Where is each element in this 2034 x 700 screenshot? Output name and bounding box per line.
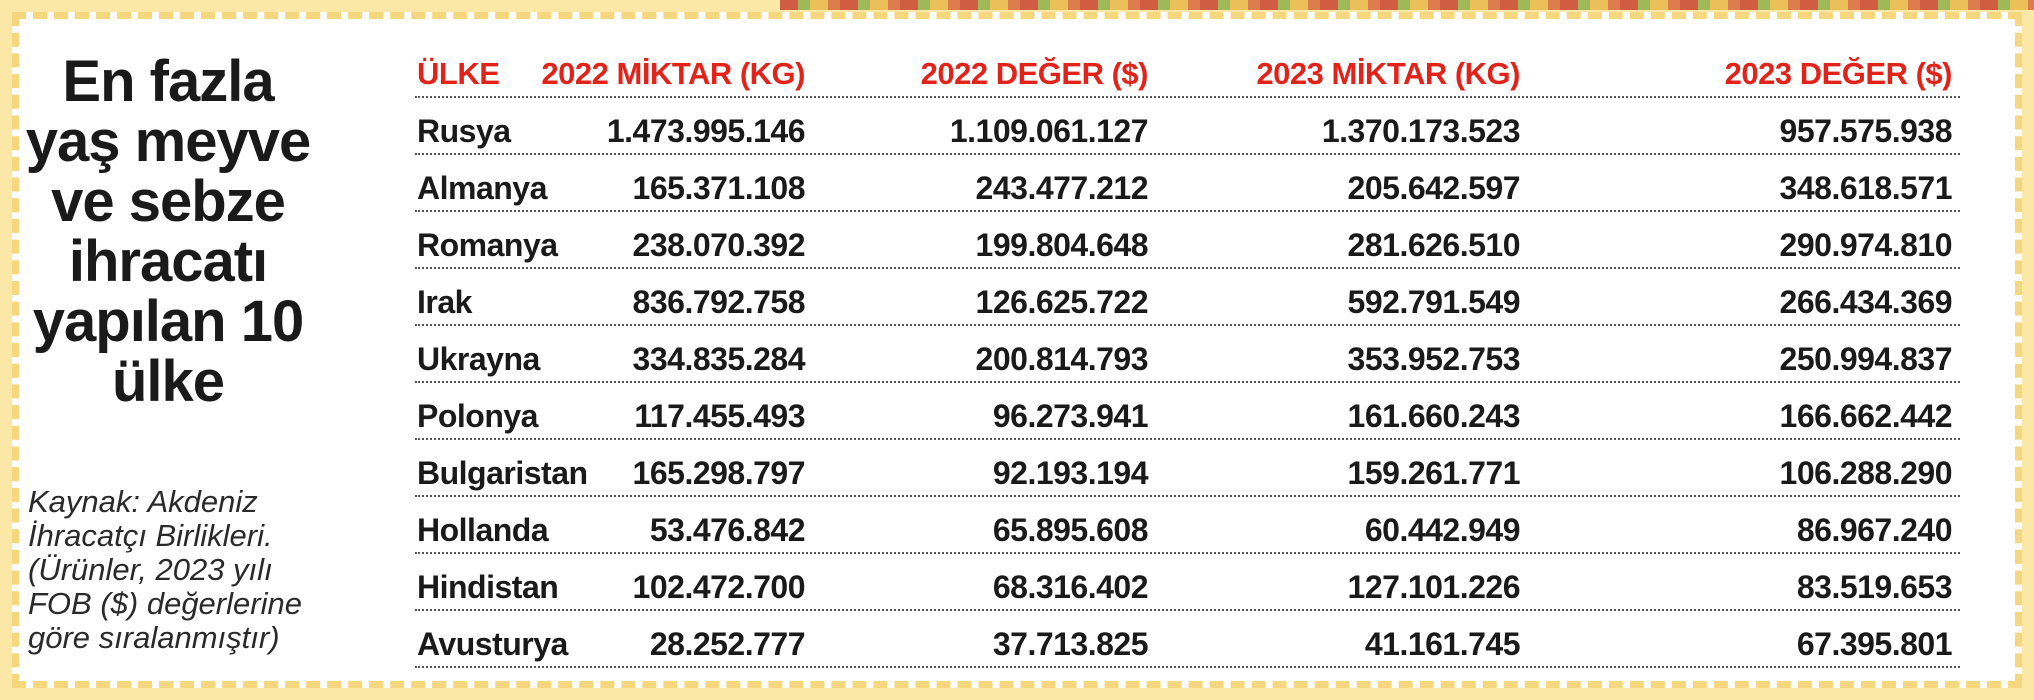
column-header-country: ÜLKE <box>417 56 500 91</box>
quantity-2022-cell: 53.476.842 <box>649 512 806 548</box>
quantity-2022-cell: 117.455.493 <box>634 398 805 434</box>
infographic-title: En fazla yaş meyve ve sebze ihracatı yap… <box>25 49 311 414</box>
value-2022-cell: 199.804.648 <box>975 227 1149 263</box>
quantity-2022-cell: 165.298.797 <box>632 455 806 491</box>
table-row: Ukrayna 334.835.284 200.814.793 353.952.753… <box>415 326 1960 383</box>
value-2023-cell: 67.395.801 <box>1796 626 1953 662</box>
country-cell: Rusya <box>417 113 511 149</box>
quantity-2023-cell: 161.660.243 <box>1347 398 1521 434</box>
column-header-2022-value: 2022 DEĞER ($) <box>920 56 1149 91</box>
table-row: Irak 836.792.758 126.625.722 592.791.549 266… <box>415 269 1960 326</box>
value-2022-cell: 92.193.194 <box>992 455 1149 491</box>
value-2022-cell: 96.273.941 <box>992 398 1149 434</box>
quantity-2022-cell: 165.371.108 <box>632 170 806 206</box>
value-2023-cell: 106.288.290 <box>1779 455 1953 491</box>
country-cell: Hollanda <box>417 512 549 548</box>
table-row: Hindistan 102.472.700 68.316.402 127.101.22… <box>415 554 1960 611</box>
quantity-2023-cell: 1.370.173.523 <box>1321 113 1521 149</box>
country-cell: Hindistan <box>417 569 559 605</box>
column-header-2023-quantity: 2023 MİKTAR (KG) <box>1256 56 1520 91</box>
quantity-2022-cell: 28.252.777 <box>649 626 806 662</box>
export-table: ÜLKE 2022 MİKTAR (KG) 2022 DEĞER ($) 202… <box>415 50 1960 668</box>
value-2023-cell: 266.434.369 <box>1779 284 1953 320</box>
value-2022-cell: 243.477.212 <box>975 170 1149 206</box>
infographic-panel <box>12 12 2022 688</box>
quantity-2022-cell: 102.472.700 <box>632 569 806 605</box>
country-cell: Romanya <box>417 227 558 263</box>
table-header-row: ÜLKE 2022 MİKTAR (KG) 2022 DEĞER ($) 202… <box>415 50 1960 98</box>
value-2022-cell: 200.814.793 <box>975 341 1149 377</box>
value-2022-cell: 126.625.722 <box>975 284 1149 320</box>
table-row: Rusya 1.473.995.146 1.109.061.127 1.370.173… <box>415 98 1960 155</box>
quantity-2023-cell: 205.642.597 <box>1347 170 1521 206</box>
value-2023-cell: 957.575.938 <box>1779 113 1953 149</box>
table-row: Avusturya 28.252.777 37.713.825 41.161.745 6… <box>415 611 1960 668</box>
quantity-2023-cell: 281.626.510 <box>1347 227 1521 263</box>
quantity-2022-cell: 836.792.758 <box>632 284 806 320</box>
quantity-2023-cell: 127.101.226 <box>1347 569 1521 605</box>
quantity-2023-cell: 159.261.771 <box>1347 455 1521 491</box>
quantity-2023-cell: 592.791.549 <box>1347 284 1521 320</box>
country-cell: Bulgaristan <box>417 455 588 491</box>
quantity-2023-cell: 41.161.745 <box>1364 626 1521 662</box>
quantity-2023-cell: 353.952.753 <box>1347 341 1521 377</box>
source-note: Kaynak: Akdeniz İhracatçı Birlikleri. (Ü… <box>28 484 302 655</box>
quantity-2022-cell: 334.835.284 <box>632 341 806 377</box>
value-2022-cell: 68.316.402 <box>992 569 1149 605</box>
value-2023-cell: 83.519.653 <box>1796 569 1953 605</box>
value-2023-cell: 290.974.810 <box>1779 227 1953 263</box>
table-row: Bulgaristan 165.298.797 92.193.194 159.261.… <box>415 440 1960 497</box>
table-row: Romanya 238.070.392 199.804.648 281.626.510… <box>415 212 1960 269</box>
quantity-2022-cell: 1.473.995.146 <box>606 113 806 149</box>
country-cell: Avusturya <box>417 626 568 662</box>
country-cell: Ukrayna <box>417 341 540 377</box>
value-2023-cell: 166.662.442 <box>1779 398 1953 434</box>
quantity-2022-cell: 238.070.392 <box>632 227 806 263</box>
country-cell: Polonya <box>417 398 538 434</box>
table-row: Almanya 165.371.108 243.477.212 205.642.597… <box>415 155 1960 212</box>
column-header-2022-quantity: 2022 MİKTAR (KG) <box>541 56 805 91</box>
value-2022-cell: 65.895.608 <box>992 512 1149 548</box>
quantity-2023-cell: 60.442.949 <box>1364 512 1521 548</box>
value-2022-cell: 1.109.061.127 <box>949 113 1149 149</box>
decorative-top-strip <box>780 0 2034 10</box>
country-cell: Irak <box>417 284 472 320</box>
country-cell: Almanya <box>417 170 547 206</box>
value-2023-cell: 348.618.571 <box>1779 170 1953 206</box>
value-2023-cell: 86.967.240 <box>1796 512 1953 548</box>
value-2023-cell: 250.994.837 <box>1779 341 1953 377</box>
column-header-2023-value: 2023 DEĞER ($) <box>1724 56 1953 91</box>
table-row: Hollanda 53.476.842 65.895.608 60.442.949 86… <box>415 497 1960 554</box>
value-2022-cell: 37.713.825 <box>992 626 1149 662</box>
table-row: Polonya 117.455.493 96.273.941 161.660.243 1… <box>415 383 1960 440</box>
